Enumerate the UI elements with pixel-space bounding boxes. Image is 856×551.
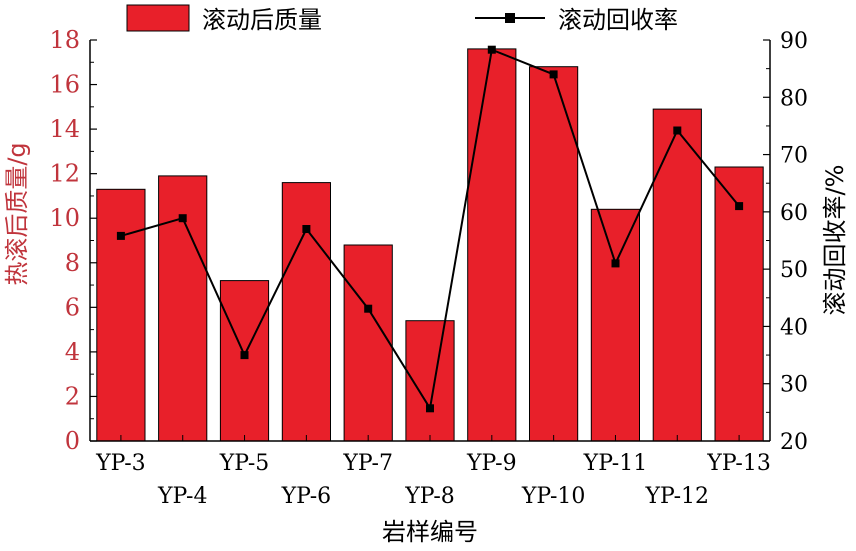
legend-line-label: 滚动回收率: [558, 6, 678, 34]
line-point-YP-10: [549, 70, 558, 79]
x-tick-label: YP-11: [583, 451, 648, 476]
line-point-YP-6: [302, 225, 311, 233]
y-left-tick-label: 12: [49, 160, 80, 188]
bar-YP-5: [219, 280, 270, 442]
y-left-tick-label: 6: [65, 293, 80, 321]
bar-YP-6: [281, 182, 331, 442]
x-tick-label: YP-13: [706, 451, 771, 476]
x-tick-label: YP-5: [219, 451, 270, 476]
bar-YP-12: [652, 108, 702, 442]
line-point-YP-4: [178, 214, 187, 223]
x-tick-label: YP-3: [95, 451, 146, 476]
line-point-YP-8: [426, 404, 434, 413]
y-left-tick-label: 16: [49, 71, 80, 99]
x-tick-label: YP-10: [521, 484, 586, 509]
x-tick-label: YP-9: [466, 451, 517, 476]
line-point-YP-5: [240, 351, 249, 360]
y-left-tick-label: 4: [65, 338, 80, 366]
x-axis-title: 岩样编号: [382, 518, 478, 546]
line-point-YP-13: [735, 202, 744, 211]
y-left-tick-label: 14: [49, 115, 80, 143]
y-left-tick-label: 0: [65, 427, 80, 455]
y-left-tick-label: 8: [65, 249, 80, 277]
y-left-tick-label: 2: [65, 382, 80, 410]
line-point-YP-7: [364, 304, 373, 313]
line-point-YP-9: [487, 45, 496, 54]
legend-bar-label: 滚动后质量: [202, 6, 322, 34]
y-right-tick-label: 40: [780, 315, 808, 340]
x-tick-label: YP-12: [644, 484, 709, 509]
x-tick-label: YP-7: [342, 451, 393, 476]
x-tick-label: YP-6: [281, 484, 332, 509]
y-left-tick-label: 18: [49, 26, 80, 54]
axes: 0 2 4 6 8 10 12 14 16 18 20 30 40 50 60 70 80 90 YP-3 YP-4 Y…: [49, 26, 808, 509]
bar-YP-11: [590, 208, 640, 442]
y-right-tick-label: 20: [780, 430, 808, 455]
legend-line-marker: [505, 13, 515, 23]
x-tick-label: YP-8: [404, 484, 455, 509]
line-point-YP-11: [611, 259, 620, 268]
y-left-tick-label: 10: [49, 204, 80, 232]
y-right-tick-label: 90: [780, 29, 808, 54]
y-right-tick-label: 80: [780, 86, 808, 111]
legend: 滚动后质量 滚动回收率: [126, 4, 678, 34]
plot-area: [96, 45, 764, 442]
bar-YP-7: [343, 244, 393, 442]
y-right-tick-label: 50: [780, 258, 808, 283]
bar-YP-9: [467, 48, 517, 442]
y-right-tick-label: 70: [780, 144, 808, 169]
y-axis-left-title: 热滚后质量/g: [3, 142, 31, 285]
y-axis-right-title: 滚动回收率/%: [821, 165, 849, 316]
legend-bar-swatch: [126, 4, 190, 32]
y-right-tick-label: 30: [780, 373, 808, 398]
bar-YP-3: [96, 188, 146, 442]
bar-YP-13: [714, 166, 764, 442]
x-tick-label: YP-4: [157, 484, 208, 509]
y-right-tick-label: 60: [780, 201, 808, 226]
line-point-YP-3: [116, 231, 125, 240]
line-point-YP-12: [673, 126, 682, 135]
